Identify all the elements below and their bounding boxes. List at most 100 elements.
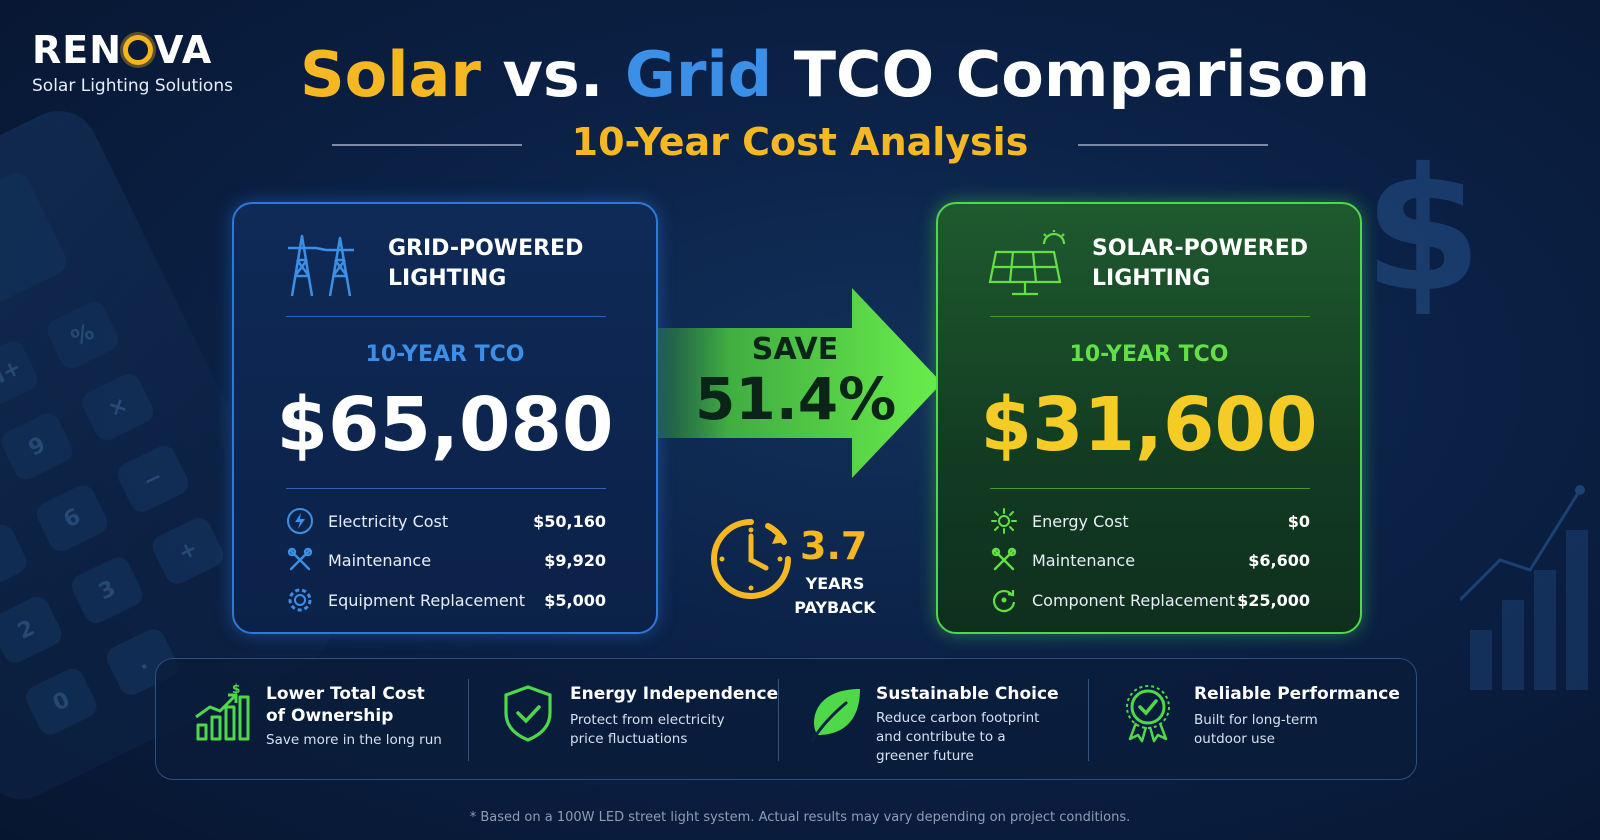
benefit-title-line1: Lower Total Cost xyxy=(266,684,425,704)
sun-logo-icon xyxy=(123,35,154,65)
row-value: $0 xyxy=(1287,511,1310,531)
solar-card-title-line2: LIGHTING xyxy=(1092,266,1211,291)
refresh-icon xyxy=(992,589,1016,613)
savings-arrow xyxy=(612,288,942,478)
benefit-title-line1: Sustainable Choice xyxy=(876,684,1059,704)
solar-card-title: SOLAR-POWERED LIGHTING xyxy=(1092,234,1342,294)
row-label: Maintenance xyxy=(1032,550,1136,570)
benefit-desc-line1: Protect from electricity xyxy=(570,712,725,728)
grid-row-maintenance: Maintenance $9,920 xyxy=(286,545,606,575)
divider xyxy=(286,316,606,317)
chart-growth-icon: $ xyxy=(195,683,250,741)
row-value: $6,600 xyxy=(1248,550,1310,570)
row-label: Component Replacement xyxy=(1032,590,1236,610)
benefit-desc: Protect from electricity price fluctuati… xyxy=(570,711,725,749)
grid-powered-card: GRID-POWERED LIGHTING 10-YEAR TCO $65,08… xyxy=(232,202,658,634)
row-label: Energy Cost xyxy=(1032,511,1129,531)
page-subtitle: 10-Year Cost Analysis xyxy=(571,120,1029,164)
subtitle-left-rule xyxy=(332,144,522,146)
power-tower-icon xyxy=(288,234,354,297)
brand-tagline: Solar Lighting Solutions xyxy=(32,76,233,96)
grid-tco-label: 10-YEAR TCO xyxy=(365,342,525,367)
benefit-title-line1: Reliable Performance xyxy=(1194,684,1400,704)
dollar-sign-background-icon: $ xyxy=(1363,132,1482,330)
row-value: $9,920 xyxy=(544,550,606,570)
sun-icon xyxy=(991,508,1017,534)
row-value: $50,160 xyxy=(533,511,606,531)
footnote: * Based on a 100W LED street light syste… xyxy=(469,810,1131,825)
solar-powered-card: SOLAR-POWERED LIGHTING 10-YEAR TCO $31,6… xyxy=(936,202,1362,634)
benefit-separator xyxy=(778,679,779,761)
tools-icon xyxy=(991,547,1017,571)
title-grid: Grid xyxy=(624,38,773,111)
benefit-desc-line1: Save more in the long run xyxy=(266,732,442,748)
solar-row-energy: Energy Cost $0 xyxy=(990,506,1310,536)
benefit-title-line2: of Ownership xyxy=(266,706,394,726)
benefit-title-line1: Energy Independence xyxy=(570,684,779,704)
solar-tco-label: 10-YEAR TCO xyxy=(1069,342,1229,367)
leaf-icon xyxy=(810,689,860,743)
solar-panel-icon xyxy=(988,230,1066,296)
benefit-desc-line1: Reduce carbon footprint xyxy=(876,710,1040,726)
benefit-energy-independence: Energy Independence Protect from electri… xyxy=(468,659,778,779)
solar-card-title-line1: SOLAR-POWERED xyxy=(1092,236,1309,261)
row-label: Equipment Replacement xyxy=(328,590,526,610)
title-rest: TCO Comparison xyxy=(793,38,1371,111)
benefit-reliable: Reliable Performance Built for long-term… xyxy=(1088,659,1416,779)
grid-tco-value: $65,080 xyxy=(276,382,614,468)
benefit-title: Energy Independence xyxy=(570,683,778,705)
solar-row-component: Component Replacement $25,000 xyxy=(990,585,1310,615)
savings-percent: 51.4% xyxy=(695,365,897,433)
divider xyxy=(990,488,1310,489)
award-badge-icon xyxy=(1126,685,1170,743)
solar-tco-value: $31,600 xyxy=(980,382,1318,468)
benefit-desc: Built for long-term outdoor use xyxy=(1194,711,1318,749)
brand-name-right: VA xyxy=(154,28,213,72)
row-label: Maintenance xyxy=(328,550,432,570)
benefit-separator xyxy=(468,679,469,761)
clock-icon xyxy=(711,519,791,599)
title-solar: Solar xyxy=(300,38,481,111)
grid-row-equipment: Equipment Replacement $5,000 xyxy=(286,585,606,615)
grid-card-title: GRID-POWERED LIGHTING xyxy=(388,234,638,294)
benefit-desc-line1: Built for long-term xyxy=(1194,712,1318,728)
page-title: Solar vs. Grid TCO Comparison xyxy=(0,38,1600,111)
divider xyxy=(990,316,1310,317)
savings-label: SAVE xyxy=(751,332,839,367)
benefits-bar: $ Lower Total Cost of Ownership Save mor… xyxy=(155,658,1417,780)
gear-icon xyxy=(288,588,312,612)
svg-text:$: $ xyxy=(232,683,240,696)
benefit-lower-cost: $ Lower Total Cost of Ownership Save mor… xyxy=(156,659,468,779)
row-label: Electricity Cost xyxy=(328,511,449,531)
benefit-desc-line2: price fluctuations xyxy=(570,731,688,747)
shield-check-icon xyxy=(504,685,552,742)
benefit-title: Reliable Performance xyxy=(1194,683,1400,705)
row-value: $25,000 xyxy=(1237,590,1310,610)
payback-value: 3.7 xyxy=(800,524,868,568)
payback-label: YEARS PAYBACK xyxy=(780,572,890,620)
benefit-desc: Reduce carbon footprint and contribute t… xyxy=(876,709,1039,766)
benefit-desc-line2: and contribute to a xyxy=(876,729,1006,745)
subtitle-right-rule xyxy=(1078,144,1268,146)
growth-chart-background-icon xyxy=(1460,485,1588,690)
benefit-desc-line2: outdoor use xyxy=(1194,731,1275,747)
brand-logo: REN VA xyxy=(32,28,212,72)
payback-label-line1: YEARS xyxy=(805,574,865,593)
benefit-title: Lower Total Cost of Ownership xyxy=(266,683,425,727)
lightning-icon xyxy=(287,508,313,534)
benefit-desc: Save more in the long run xyxy=(266,731,442,750)
grid-card-title-line1: GRID-POWERED xyxy=(388,236,584,261)
benefit-sustainable: Sustainable Choice Reduce carbon footpri… xyxy=(778,659,1088,779)
brand-name-left: REN xyxy=(32,28,123,72)
row-value: $5,000 xyxy=(544,590,606,610)
savings-callout: SAVE 51.4% xyxy=(695,332,897,433)
grid-row-electricity: Electricity Cost $50,160 xyxy=(286,506,606,536)
divider xyxy=(286,488,606,489)
tools-icon xyxy=(287,547,313,571)
benefit-separator xyxy=(1088,679,1089,761)
benefit-title: Sustainable Choice xyxy=(876,683,1059,705)
solar-row-maintenance: Maintenance $6,600 xyxy=(990,545,1310,575)
payback-label-line2: PAYBACK xyxy=(794,598,876,617)
title-vs: vs. xyxy=(502,38,604,111)
benefit-desc-line3: greener future xyxy=(876,748,974,764)
